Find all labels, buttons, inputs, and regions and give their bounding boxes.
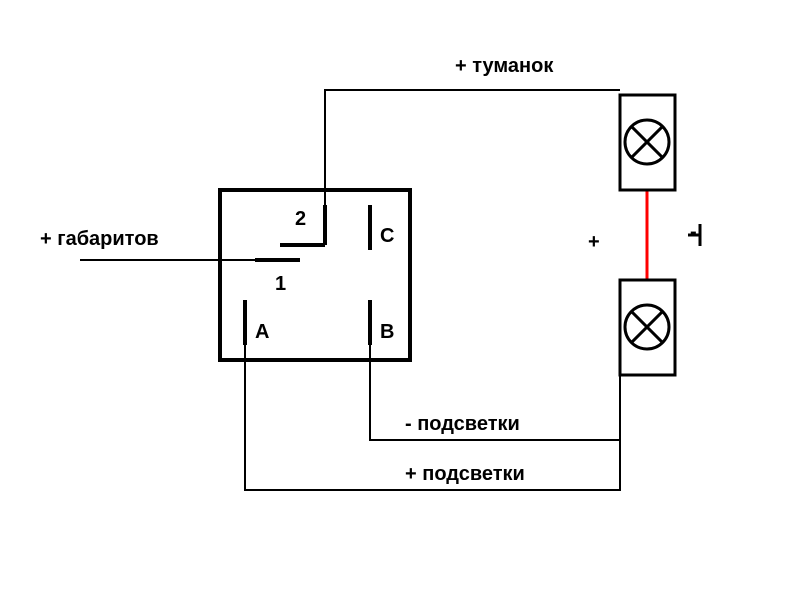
wiring-diagram: + туманок + габаритов - подсветки + подс… bbox=[0, 0, 800, 600]
pin-label-c: C bbox=[380, 225, 394, 247]
lamp-top bbox=[620, 95, 675, 190]
label-parking: + габаритов bbox=[40, 228, 159, 250]
label-fog: + туманок bbox=[455, 55, 554, 77]
minus-icon: - bbox=[690, 221, 697, 243]
wires bbox=[80, 90, 647, 490]
lamp-bottom bbox=[620, 280, 675, 375]
pin-label-2: 2 bbox=[295, 208, 306, 230]
pin-label-b: B bbox=[380, 321, 394, 343]
label-backlight-neg: - подсветки bbox=[405, 413, 520, 435]
wire-fog bbox=[325, 90, 620, 205]
pin-label-a: A bbox=[255, 321, 269, 343]
label-backlight-pos: + подсветки bbox=[405, 463, 525, 485]
pin-label-1: 1 bbox=[275, 273, 286, 295]
plus-icon: + bbox=[588, 231, 600, 253]
